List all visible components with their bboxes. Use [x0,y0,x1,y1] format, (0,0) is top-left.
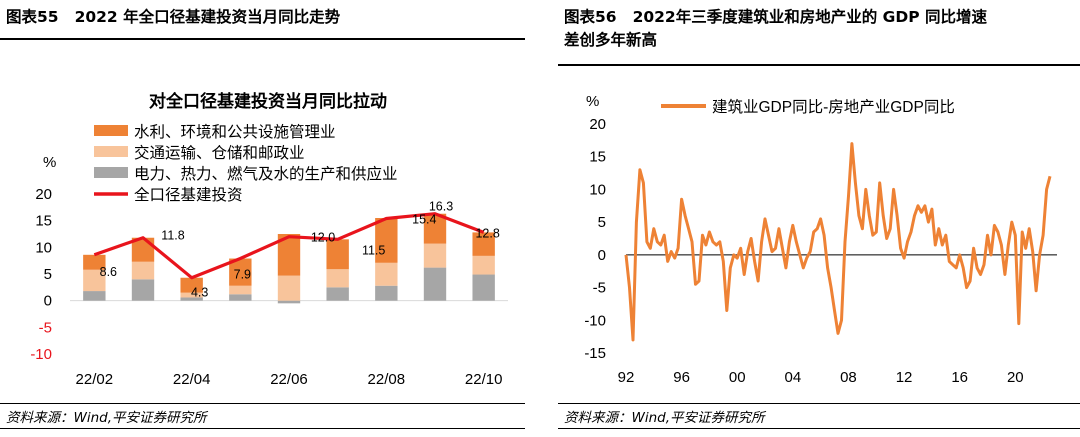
right-x-tick-label: 04 [784,369,801,386]
right-y-tick-label: -10 [584,312,606,329]
left-figure-caption: 2022 年全口径基建投资当月同比走势 [74,8,341,26]
left-figure-label: 图表55 [6,8,59,26]
left-bar-segment [180,297,203,301]
left-bar-segment [180,292,203,298]
left-bar-segment [375,262,398,286]
left-legend-label: 交通运输、仓储和邮政业 [134,144,305,162]
left-legend-label: 水利、环境和公共设施管理业 [134,122,336,141]
right-figure-panel: 图表56 2022年三季度建筑业和房地产业的 GDP 同比增速 差创多年新高 % … [558,0,1080,437]
right-figure-caption: 2022年三季度建筑业和房地产业的 GDP 同比增速 差创多年新高 [564,8,987,49]
right-x-tick-label: 08 [840,369,857,386]
left-figure-title: 图表55 2022 年全口径基建投资当月同比走势 [6,6,340,29]
left-data-label: 11.5 [362,243,385,257]
right-figure-label: 图表56 [564,8,617,26]
left-bar-segment [375,218,398,263]
right-x-tick-label: 16 [951,369,968,386]
left-data-label: 16.3 [429,200,453,214]
left-data-label: 11.8 [161,229,184,243]
left-y-tick-label: 0 [44,293,52,310]
left-x-tick-label: 22/08 [368,371,406,388]
left-total-line [93,212,485,280]
right-x-tick-label: 96 [673,369,690,386]
left-bar-segment [277,300,301,304]
right-source-rule [558,403,1080,404]
left-bar-segment [229,294,252,301]
left-x-tick-label: 22/10 [465,371,503,388]
left-bar-segment [229,285,252,295]
right-legend-label: 建筑业GDP同比-房地产业GDP同比 [712,98,955,116]
left-legend-swatch [94,146,128,157]
left-bar-segment [83,269,106,292]
left-bar-segment [326,287,349,301]
left-bottom-rule [0,428,525,429]
left-data-label: 12.8 [475,226,499,240]
left-data-label: 15.4 [412,213,436,227]
left-bar-segment [131,279,155,301]
right-x-tick-label: 20 [1007,369,1024,386]
right-title-rule [558,64,1080,66]
left-stacked-bar-chart: 对全口径基建投资当月同比拉动 % 8.6 11.8 4.3 7.9 12.0 11.5 15… [30,91,508,388]
right-x-tick-label: 00 [729,369,746,386]
left-data-label: 7.9 [234,268,251,282]
right-x-tick-label: 12 [896,369,913,386]
left-y-tick-label: -10 [30,346,52,363]
left-y-tick-label: 15 [35,213,52,230]
left-bar-segment [131,261,155,280]
left-bar-segment [375,285,398,301]
left-bar-segment [423,243,447,268]
left-bar-segment [472,274,495,301]
left-bar-segment [229,258,252,286]
left-bar-segment [83,291,106,301]
left-x-tick-label: 22/04 [173,371,211,388]
left-bar-segment [277,275,301,301]
right-source-note: 资料来源：Wind,平安证券研究所 [564,410,765,426]
right-y-unit: % [586,93,599,110]
left-data-label: 4.3 [191,286,208,300]
left-source-note: 资料来源：Wind,平安证券研究所 [6,410,207,426]
left-title-rule [0,38,525,40]
left-legend-swatch [94,167,128,178]
left-legend-label: 电力、热力、燃气及水的生产和供应业 [134,164,398,183]
right-y-tick-label: 15 [589,149,606,166]
left-data-label: 12.0 [311,231,335,245]
left-legend-swatch [94,125,128,136]
left-source-rule [0,403,525,404]
right-figure-title: 图表56 2022年三季度建筑业和房地产业的 GDP 同比增速 差创多年新高 [564,6,987,52]
left-y-tick-label: 20 [35,186,52,203]
left-bar-segment [180,277,203,293]
left-bar-segment [83,254,106,270]
left-legend-label: 全口径基建投资 [134,186,243,204]
left-bar-segment [423,267,447,301]
left-y-tick-label: -5 [39,319,52,336]
right-y-tick-label: 5 [598,214,606,231]
left-data-label: 8.6 [100,265,117,279]
left-chart-title: 对全口径基建投资当月同比拉动 [149,91,387,111]
right-y-tick-label: 10 [589,181,606,198]
left-y-tick-label: 10 [35,239,52,256]
left-x-tick-label: 22/06 [270,371,308,388]
right-y-tick-label: -5 [593,280,606,297]
left-bar-segment [472,232,495,256]
left-bar-segment [326,269,349,288]
right-line-chart: % -15 -10 -5 0 5 10 15 20 92 96 00 04 08 12 16 20 建筑业GD… [584,93,1057,386]
right-y-tick-label: 20 [589,116,606,133]
left-bar-segment [423,213,447,244]
right-y-tick-label: -15 [584,345,606,362]
right-y-tick-label: 0 [598,247,606,264]
right-bottom-rule [558,428,1080,429]
left-y-unit: % [43,154,56,171]
left-figure-panel: 图表55 2022 年全口径基建投资当月同比走势 对全口径基建投资当月同比拉动 %… [0,0,525,437]
left-bar-segment [326,239,349,270]
right-gdp-gap-line [624,142,1052,342]
right-x-tick-label: 92 [618,369,635,386]
left-x-tick-label: 22/02 [76,371,114,388]
left-bar-segment [277,234,301,276]
left-bar-segment [472,255,495,275]
left-y-tick-label: 5 [44,266,52,283]
